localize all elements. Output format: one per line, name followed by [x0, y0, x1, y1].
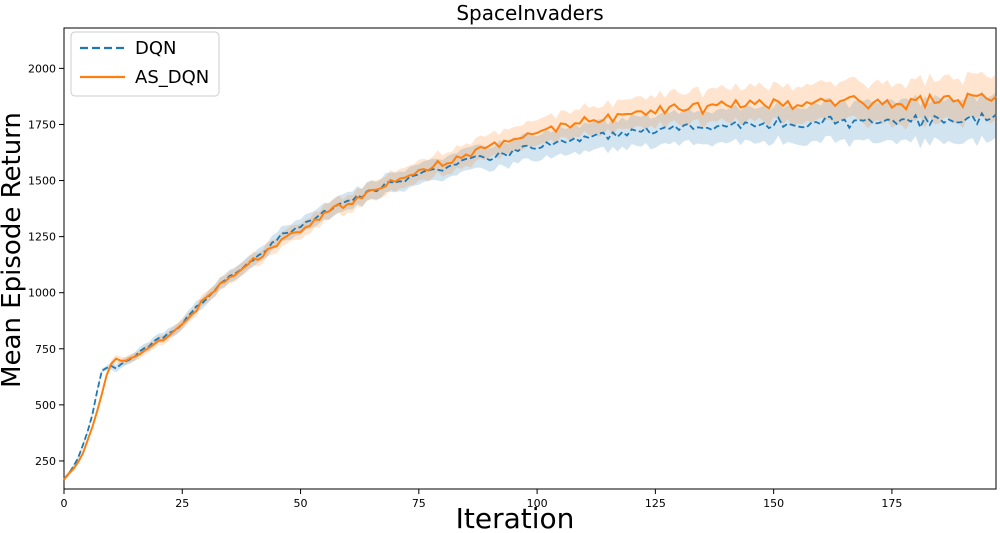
y-tick-label: 1250	[28, 231, 56, 244]
x-tick-label: 150	[763, 497, 784, 510]
x-tick-label: 100	[527, 497, 548, 510]
x-tick-label: 50	[294, 497, 308, 510]
legend-label-dqn: DQN	[135, 38, 177, 59]
plot-frame	[63, 27, 997, 490]
y-tick-label: 1750	[28, 118, 56, 131]
series-lines	[63, 92, 997, 481]
y-tick-label: 250	[35, 455, 56, 468]
y-axis: 250 500 750 1000 1250 1500 1750 2000	[28, 62, 64, 468]
series-bands	[64, 71, 996, 482]
y-tick-label: 2000	[28, 62, 56, 75]
x-tick-label: 0	[61, 497, 68, 510]
y-tick-label: 1500	[28, 175, 56, 188]
dqn-band	[64, 91, 996, 482]
x-tick-label: 75	[412, 497, 426, 510]
legend-label-as-dqn: AS_DQN	[135, 67, 209, 88]
as-dqn-band	[64, 71, 996, 482]
y-axis-label: Mean Episode Return	[0, 112, 27, 388]
legend: DQN AS_DQN	[70, 31, 220, 97]
x-tick-label: 25	[175, 497, 189, 510]
y-tick-label: 500	[35, 399, 56, 412]
y-tick-label: 1000	[28, 287, 56, 300]
x-axis: 0 25 50 75 100 125 150 175	[61, 489, 902, 510]
x-tick-label: 175	[881, 497, 902, 510]
x-tick-label: 125	[645, 497, 666, 510]
y-tick-label: 750	[35, 343, 56, 356]
as-dqn-line	[63, 92, 997, 481]
x-axis-label: Iteration	[456, 502, 575, 533]
chart-title: SpaceInvaders	[456, 1, 603, 25]
